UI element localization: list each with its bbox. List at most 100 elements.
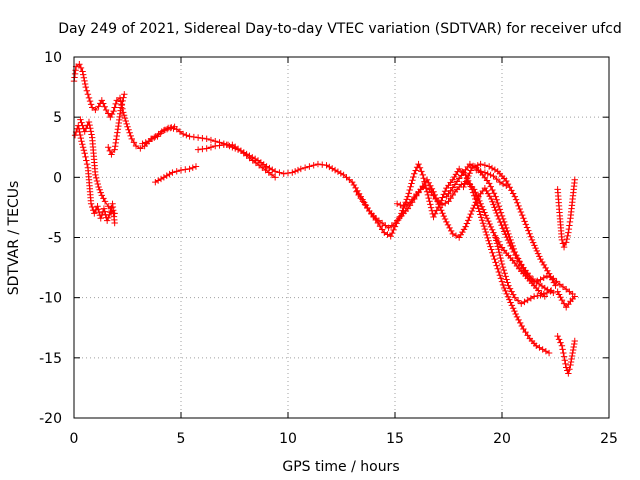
data-point [176,128,184,135]
data-point [509,305,517,312]
data-point [179,130,187,138]
data-point [503,182,510,189]
data-point [445,198,452,205]
data-point [378,226,386,233]
data-point [443,218,450,226]
data-point [350,181,358,189]
data-point [520,215,527,222]
data-point [492,207,499,214]
data-point [86,97,94,105]
data-point [163,172,170,179]
data-point [516,319,524,327]
data-point [359,198,367,205]
data-point [506,285,514,292]
data-point [427,182,434,189]
data-point [508,302,516,309]
data-point [110,107,117,115]
data-point [503,290,510,298]
data-point [534,277,541,285]
data-point [498,212,506,220]
data-point [120,94,127,101]
data-point [124,123,131,130]
data-point [557,339,564,346]
data-point [404,193,412,200]
data-point [563,286,570,293]
data-point [488,195,495,203]
data-point [527,275,535,283]
data-point [83,160,91,168]
data-point [388,222,395,229]
data-point [76,61,83,68]
data-point [466,214,473,221]
data-point [439,209,446,217]
data-point [497,254,504,262]
data-point [80,71,87,78]
data-point [497,209,505,216]
data-point [388,229,396,237]
series-trace-10 [460,160,559,289]
data-point [524,332,531,339]
data-point [544,267,551,274]
data-point [412,167,419,174]
series-trace-9 [443,160,576,298]
data-point [485,217,492,225]
data-point [554,332,561,340]
data-point [460,183,467,191]
data-point [154,177,162,184]
data-point [428,185,436,192]
data-point [378,219,386,227]
data-point [511,307,518,315]
data-point [495,268,502,276]
data-point [498,257,505,265]
data-point [123,120,130,128]
data-point [142,139,149,146]
data-point [464,217,472,224]
data-point [152,133,159,140]
data-point [438,201,446,209]
data-point [82,83,89,91]
data-point [487,223,495,231]
data-point [294,166,302,174]
data-point [355,191,362,199]
data-point [558,296,566,304]
data-point [519,264,527,272]
data-point [255,162,263,169]
data-point [121,91,128,98]
data-point [186,133,193,140]
series-trace-1 [70,61,553,357]
data-point [87,125,94,132]
series-trace-16 [139,123,178,147]
data-point [554,288,561,295]
data-point [80,147,88,154]
data-point [384,231,391,238]
data-point [82,153,89,161]
data-point [542,264,549,272]
data-point [569,349,576,357]
x-tick-label: 0 [70,431,79,447]
data-point [535,287,542,294]
data-point [536,344,543,351]
data-point [424,191,432,199]
series-trace-12 [492,234,555,307]
data-point [503,224,510,232]
data-point [504,293,512,300]
data-point [400,203,407,210]
data-point [108,110,116,118]
data-point [566,218,574,226]
data-point [442,200,449,207]
data-point [259,164,266,171]
data-point [492,234,499,241]
data-point [105,110,112,117]
data-point [252,159,260,167]
data-point [521,298,528,306]
data-point [441,188,449,195]
series-trace-2 [71,122,118,227]
data-point [463,220,471,227]
data-point [79,141,86,148]
data-point [530,293,538,300]
x-tick-label: 25 [600,431,618,447]
data-point [527,295,535,302]
data-point [533,247,541,255]
data-point [419,183,427,191]
